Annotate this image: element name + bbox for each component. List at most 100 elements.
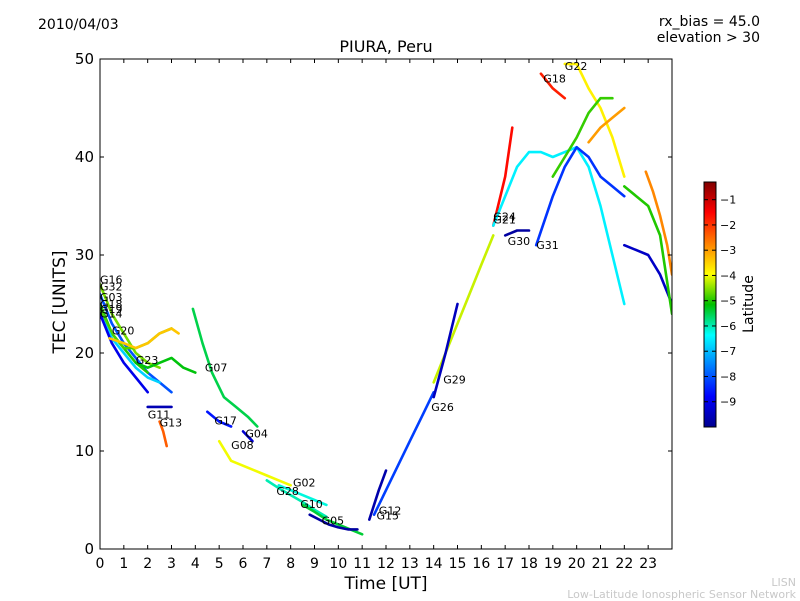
- series-g05-17: [308, 513, 359, 531]
- y-tick-label-40: 40: [75, 148, 94, 166]
- prn-label-g04-12: G04: [245, 427, 268, 440]
- x-tick-label-5: 5: [215, 556, 224, 572]
- series-g04-12: [241, 430, 254, 443]
- x-tick-label-14: 14: [425, 556, 443, 572]
- prn-label-g03-2: G03: [100, 291, 123, 304]
- series-g32b-28: [551, 96, 614, 178]
- series-g23-7: [134, 356, 197, 374]
- x-tick-label-21: 21: [592, 556, 610, 572]
- colorbar-tick-label-8: −9: [720, 396, 736, 409]
- series-g22-27: [563, 62, 626, 178]
- colorbar-tick-label-2: −3: [720, 244, 736, 257]
- series-g25-29: [587, 106, 626, 144]
- prn-label-g18-26: G18: [543, 73, 566, 86]
- series-g20-6: [108, 327, 180, 350]
- credit-lisn: LISN: [771, 576, 796, 589]
- colorbar: [703, 181, 717, 428]
- prn-label-g14-5: G14: [100, 308, 123, 321]
- prn-label-g13-10: G13: [160, 417, 183, 430]
- prn-label-g10-16: G10: [300, 498, 323, 511]
- prn-label-g28-15: G28: [276, 485, 299, 498]
- series-g30-24: [503, 229, 531, 237]
- series-g07-8: [191, 307, 259, 428]
- prn-label-g26-21: G26: [431, 401, 454, 414]
- series-g17-11: [206, 410, 233, 428]
- x-tick-label-17: 17: [496, 556, 514, 572]
- chart-title: PIURA, Peru: [339, 37, 433, 56]
- prn-label-g17-11: G17: [214, 415, 237, 428]
- series-g31-25: [534, 145, 626, 247]
- x-tick-label-12: 12: [377, 556, 395, 572]
- x-tick-label-6: 6: [239, 556, 248, 572]
- series-g19-4: [100, 312, 161, 384]
- x-tick-label-9: 9: [310, 556, 319, 572]
- x-tick-label-10: 10: [329, 556, 347, 572]
- series-g02-14: [277, 483, 328, 507]
- x-tick-label-7: 7: [262, 556, 271, 572]
- x-tick-label-22: 22: [615, 556, 633, 572]
- series-g16-0: [100, 283, 161, 370]
- x-tick-label-23: 23: [639, 556, 657, 572]
- x-tick-label-2: 2: [143, 556, 152, 572]
- prn-label-g12-18: G12: [379, 505, 402, 518]
- prn-label-g31-25: G31: [536, 239, 559, 252]
- prn-label-g22-27: G22: [565, 60, 588, 73]
- x-tick-label-8: 8: [286, 556, 295, 572]
- prn-label-g05-17: G05: [322, 515, 345, 528]
- plot-frame: [99, 58, 673, 550]
- y-tick-label-50: 50: [75, 50, 94, 68]
- x-tick-label-20: 20: [568, 556, 586, 572]
- x-tick-label-19: 19: [544, 556, 562, 572]
- prn-label-g08-13: G08: [231, 439, 254, 452]
- prn-label-g07-8: G07: [205, 362, 228, 375]
- series-g13-10: [158, 420, 168, 448]
- prn-label-g11-9: G11: [148, 409, 171, 422]
- colorbar-tick-label-4: −5: [720, 295, 736, 308]
- prn-label-g29-20: G29: [443, 373, 466, 386]
- y-tick-label-0: 0: [84, 540, 94, 558]
- date-label: 2010/04/03: [38, 17, 119, 33]
- elevation-label: elevation > 30: [656, 30, 760, 46]
- colorbar-tick-label-0: −1: [720, 194, 736, 207]
- series-g28-15: [265, 479, 328, 519]
- colorbar-tick-label-5: −6: [720, 320, 736, 333]
- colorbar-tick-label-7: −8: [720, 370, 736, 383]
- x-tick-label-1: 1: [119, 556, 128, 572]
- series-g08-13: [217, 439, 293, 487]
- y-tick-label-10: 10: [75, 442, 94, 460]
- credit-network: Low-Latitude Ionospheric Sensor Network: [567, 588, 796, 601]
- series-g24-22: [491, 126, 514, 227]
- y-tick-label-30: 30: [75, 246, 94, 264]
- x-tick-label-15: 15: [449, 556, 467, 572]
- prn-label-g23-7: G23: [136, 354, 159, 367]
- prn-label-g15-19: G15: [377, 510, 400, 523]
- prn-label-g21-23: G21: [493, 214, 516, 227]
- x-tick-label-3: 3: [167, 556, 176, 572]
- x-tick-label-16: 16: [472, 556, 490, 572]
- y-tick-label-20: 20: [75, 344, 94, 362]
- series-g15-19: [367, 469, 388, 521]
- series-g26-21: [432, 302, 459, 399]
- colorbar-tick-label-3: −4: [720, 269, 736, 282]
- prn-label-g30-24: G30: [508, 235, 531, 248]
- series-g01-32: [622, 185, 672, 316]
- prn-label-g02-14: G02: [293, 476, 316, 489]
- series-g18-26: [539, 72, 567, 100]
- series-g14-5: [100, 312, 149, 394]
- colorbar-tick-label-6: −7: [720, 345, 736, 358]
- series-g12-18: [372, 390, 436, 517]
- prn-label-g18-3: G18: [100, 298, 123, 311]
- x-tick-label-13: 13: [401, 556, 419, 572]
- x-tick-label-11: 11: [353, 556, 371, 572]
- x-axis-label: Time [UT]: [344, 574, 428, 594]
- prn-label-g32-1: G32: [100, 280, 123, 293]
- colorbar-tick-label-1: −2: [720, 219, 736, 232]
- x-tick-label-0: 0: [96, 556, 105, 572]
- prn-label-g19-4: G19: [100, 303, 123, 316]
- prn-label-g20-6: G20: [112, 324, 135, 337]
- prn-label-g24-22: G24: [493, 211, 516, 224]
- series-g27-30: [622, 243, 672, 306]
- rx-bias-label: rx_bias = 45.0: [658, 14, 760, 30]
- x-tick-label-18: 18: [520, 556, 538, 572]
